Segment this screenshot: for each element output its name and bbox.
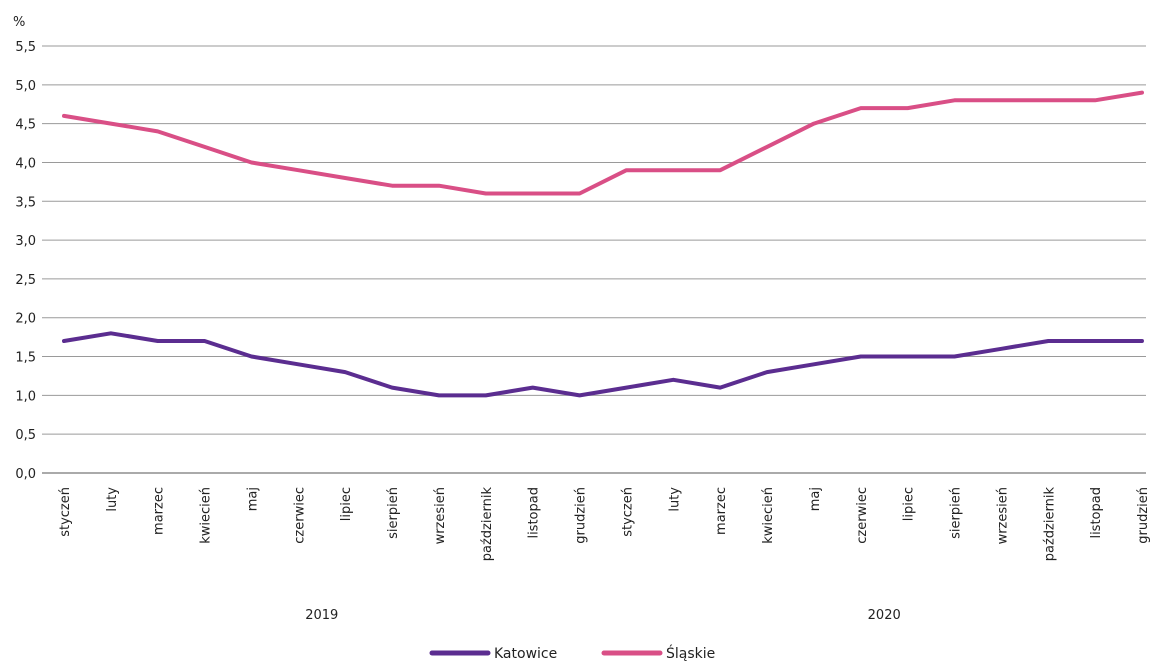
series-line <box>62 331 1144 398</box>
x-tick-label: listopad <box>527 487 542 539</box>
series-lines <box>62 90 1144 398</box>
y-tick-label: 0,5 <box>15 428 36 443</box>
y-tick-label: 4,5 <box>15 118 36 133</box>
x-tick-label: czerwiec <box>292 487 307 544</box>
x-tick-label: kwiecień <box>199 487 214 544</box>
year-label: 2020 <box>868 608 901 623</box>
y-tick-label: 3,5 <box>15 195 36 210</box>
x-tick-label: maj <box>808 487 823 511</box>
x-tick-label: maj <box>245 487 260 511</box>
x-tick-label: marzec <box>714 487 729 535</box>
gridlines <box>42 45 1146 474</box>
x-tick-label: styczeń <box>58 487 73 537</box>
x-tick-label: sierpień <box>386 487 401 539</box>
y-tick-label: 1,0 <box>15 389 36 404</box>
legend-label: Katowice <box>494 646 557 662</box>
y-tick-label: 5,5 <box>15 40 36 55</box>
x-tick-label: marzec <box>152 487 167 535</box>
x-tick-label: wrzesień <box>995 487 1010 544</box>
x-tick-label: czerwiec <box>855 487 870 544</box>
y-tick-label: 5,0 <box>15 79 36 94</box>
x-tick-label: sierpień <box>949 487 964 539</box>
x-tick-label: grudzień <box>1136 487 1151 544</box>
y-axis-ticks: 0,0 0,5 1,0 1,5 2,0 2,5 3,0 3,5 4,0 4,5 5,0 5,5 <box>15 40 36 482</box>
x-tick-label: listopad <box>1089 487 1104 539</box>
y-axis-unit-label: % <box>13 15 25 30</box>
year-label: 2019 <box>305 608 338 623</box>
x-tick-label: styczeń <box>620 487 635 537</box>
y-tick-label: 4,0 <box>15 156 36 171</box>
x-tick-label: wrzesień <box>433 487 448 544</box>
x-tick-label: grudzień <box>574 487 589 544</box>
y-tick-label: 1,5 <box>15 351 36 366</box>
y-tick-label: 2,5 <box>15 273 36 288</box>
x-tick-label: październik <box>480 487 495 562</box>
legend: Katowice Śląskie <box>429 644 715 662</box>
x-tick-label: październik <box>1042 487 1057 562</box>
y-tick-label: 3,0 <box>15 234 36 249</box>
x-tick-label: luty <box>105 487 120 512</box>
x-axis-ticks: styczeń luty marzec kwiecień maj czerwiec lipi… <box>58 487 1151 562</box>
legend-label: Śląskie <box>666 644 715 662</box>
x-tick-label: lipiec <box>339 487 354 521</box>
x-tick-label: kwiecień <box>761 487 776 544</box>
year-group-labels: 2019 2020 <box>305 608 901 623</box>
x-tick-label: luty <box>667 487 682 512</box>
series-line <box>62 90 1144 196</box>
x-tick-label: lipiec <box>902 487 917 521</box>
y-tick-label: 2,0 <box>15 312 36 327</box>
y-tick-label: 0,0 <box>15 467 36 482</box>
